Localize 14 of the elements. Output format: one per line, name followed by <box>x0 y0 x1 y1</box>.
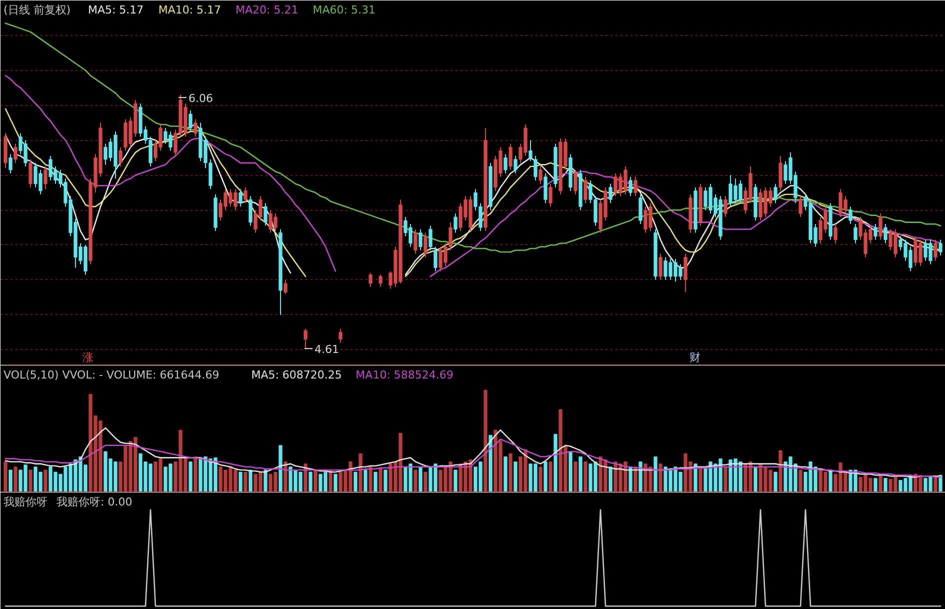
text: MA60: 5.31 <box>312 4 376 16</box>
chart-title: 我赔你呀 <box>4 496 48 508</box>
chart-title: (日线 前复权) <box>4 4 71 16</box>
text: MA10: 588524.69 <box>356 368 454 382</box>
annotation: 4.61 <box>314 343 339 356</box>
series-label: 我赔你呀: 0.00 <box>56 496 132 508</box>
annotation: 涨 <box>82 351 94 364</box>
text: MA10: 5.17 <box>158 4 222 16</box>
annotation: 财 <box>690 351 700 364</box>
text: MA20: 5.21 <box>236 4 298 16</box>
text: MA5: 608720.25 <box>251 368 342 382</box>
chart-title: VOL(5,10) VVOL: - VOLUME: 661644.69 <box>4 368 220 382</box>
annotation: 6.06 <box>188 92 213 105</box>
text: MA5: 5.17 <box>88 4 144 16</box>
